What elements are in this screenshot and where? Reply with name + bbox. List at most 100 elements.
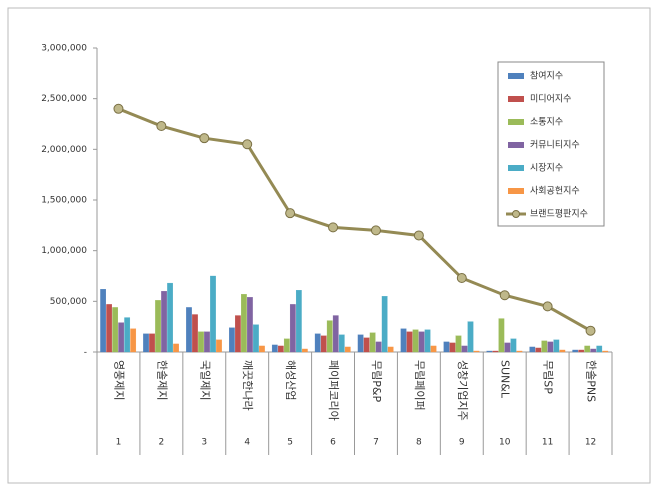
y-tick-label: 1,500,000 (41, 196, 87, 206)
legend-label: 미디어지수 (530, 94, 571, 105)
legend-label: 시장지수 (530, 163, 563, 174)
x-tick-label: 국일제지 (198, 360, 212, 400)
bar (387, 346, 394, 353)
x-tick-label: 페이퍼코리아 (327, 360, 340, 421)
bar (412, 329, 419, 353)
bar (529, 346, 536, 353)
bar (584, 345, 591, 353)
x-tick-label: 영풍제지 (112, 360, 125, 400)
bar (100, 289, 106, 353)
bar (161, 291, 167, 353)
bar (186, 307, 192, 353)
x-tick-label: 무림P&P (370, 360, 383, 402)
rank-label: 7 (373, 438, 379, 448)
line (117, 107, 592, 333)
legend-box (497, 61, 605, 227)
bar (461, 345, 468, 353)
line-marker (542, 301, 553, 312)
bar (504, 342, 511, 353)
line-marker (156, 121, 167, 132)
bar (289, 304, 296, 353)
legend-swatch (508, 119, 524, 125)
bar (424, 329, 431, 353)
legend-label: 사회공헌지수 (530, 186, 580, 197)
bar (314, 333, 321, 353)
bar (590, 348, 597, 353)
bar (369, 332, 376, 353)
bar (400, 328, 407, 353)
bar (210, 275, 216, 353)
rank-label: 8 (416, 438, 422, 448)
bar (510, 338, 517, 353)
bar (112, 307, 119, 353)
bar (338, 334, 345, 353)
line-marker (199, 133, 210, 144)
bar (143, 333, 149, 353)
rank-label: 11 (542, 438, 553, 448)
rank-label: 1 (116, 438, 122, 448)
bar (430, 345, 437, 353)
bar (198, 331, 204, 353)
bar (124, 317, 131, 353)
rank-label: 9 (459, 438, 465, 448)
bar (326, 320, 333, 353)
bar (173, 343, 179, 353)
bar (253, 324, 259, 353)
bar (547, 341, 554, 353)
line-marker (285, 208, 296, 219)
y-tick-label: - (84, 348, 87, 358)
x-tick-label: SUN&L (499, 360, 512, 399)
bar (418, 331, 425, 353)
bar (357, 334, 364, 353)
line-marker (328, 222, 339, 233)
bar (149, 333, 155, 353)
bar (259, 345, 265, 353)
y-tick-label: 1,000,000 (41, 246, 87, 256)
bar (235, 315, 241, 353)
rank-label: 10 (499, 438, 511, 448)
bar (271, 344, 278, 353)
bar (559, 349, 566, 353)
legend-swatch (512, 210, 520, 218)
bar (381, 296, 388, 353)
bar (106, 304, 112, 353)
bar (375, 341, 382, 353)
bar (473, 350, 480, 353)
rank-label: 3 (201, 438, 207, 448)
bar (204, 331, 210, 353)
bar (492, 350, 499, 353)
line-marker (242, 139, 253, 150)
bar (283, 338, 290, 353)
bar (572, 349, 579, 353)
rank-label: 6 (330, 438, 336, 448)
rank-label: 2 (159, 438, 165, 448)
legend-swatch (508, 165, 524, 171)
line-marker (499, 290, 510, 301)
rank-label: 12 (585, 438, 596, 448)
x-tick-label: 깨끗한나라 (241, 360, 254, 411)
line-marker (456, 273, 467, 284)
bar (467, 321, 474, 353)
bar (320, 335, 327, 353)
rank-label: 5 (287, 438, 293, 448)
bar (498, 318, 505, 353)
rank-label: 4 (244, 438, 250, 448)
bar (247, 297, 253, 353)
y-tick-label: 2,500,000 (41, 94, 87, 104)
bar (344, 346, 351, 353)
legend-swatch (508, 96, 524, 102)
bar (602, 350, 609, 353)
legend-label: 참여지수 (530, 70, 563, 82)
line-marker (585, 325, 596, 336)
x-tick-label: 무림페이퍼 (413, 360, 426, 411)
x-tick-label: 무림SP (542, 360, 555, 394)
bar (167, 282, 173, 353)
bar (332, 315, 339, 353)
line-marker (413, 230, 424, 241)
x-tick-label: 한솔PNS (585, 360, 598, 402)
bar (443, 341, 450, 353)
x-tick-label: 해성산업 (284, 360, 298, 400)
bar (192, 314, 198, 353)
bar (301, 348, 308, 353)
bar (486, 350, 493, 353)
